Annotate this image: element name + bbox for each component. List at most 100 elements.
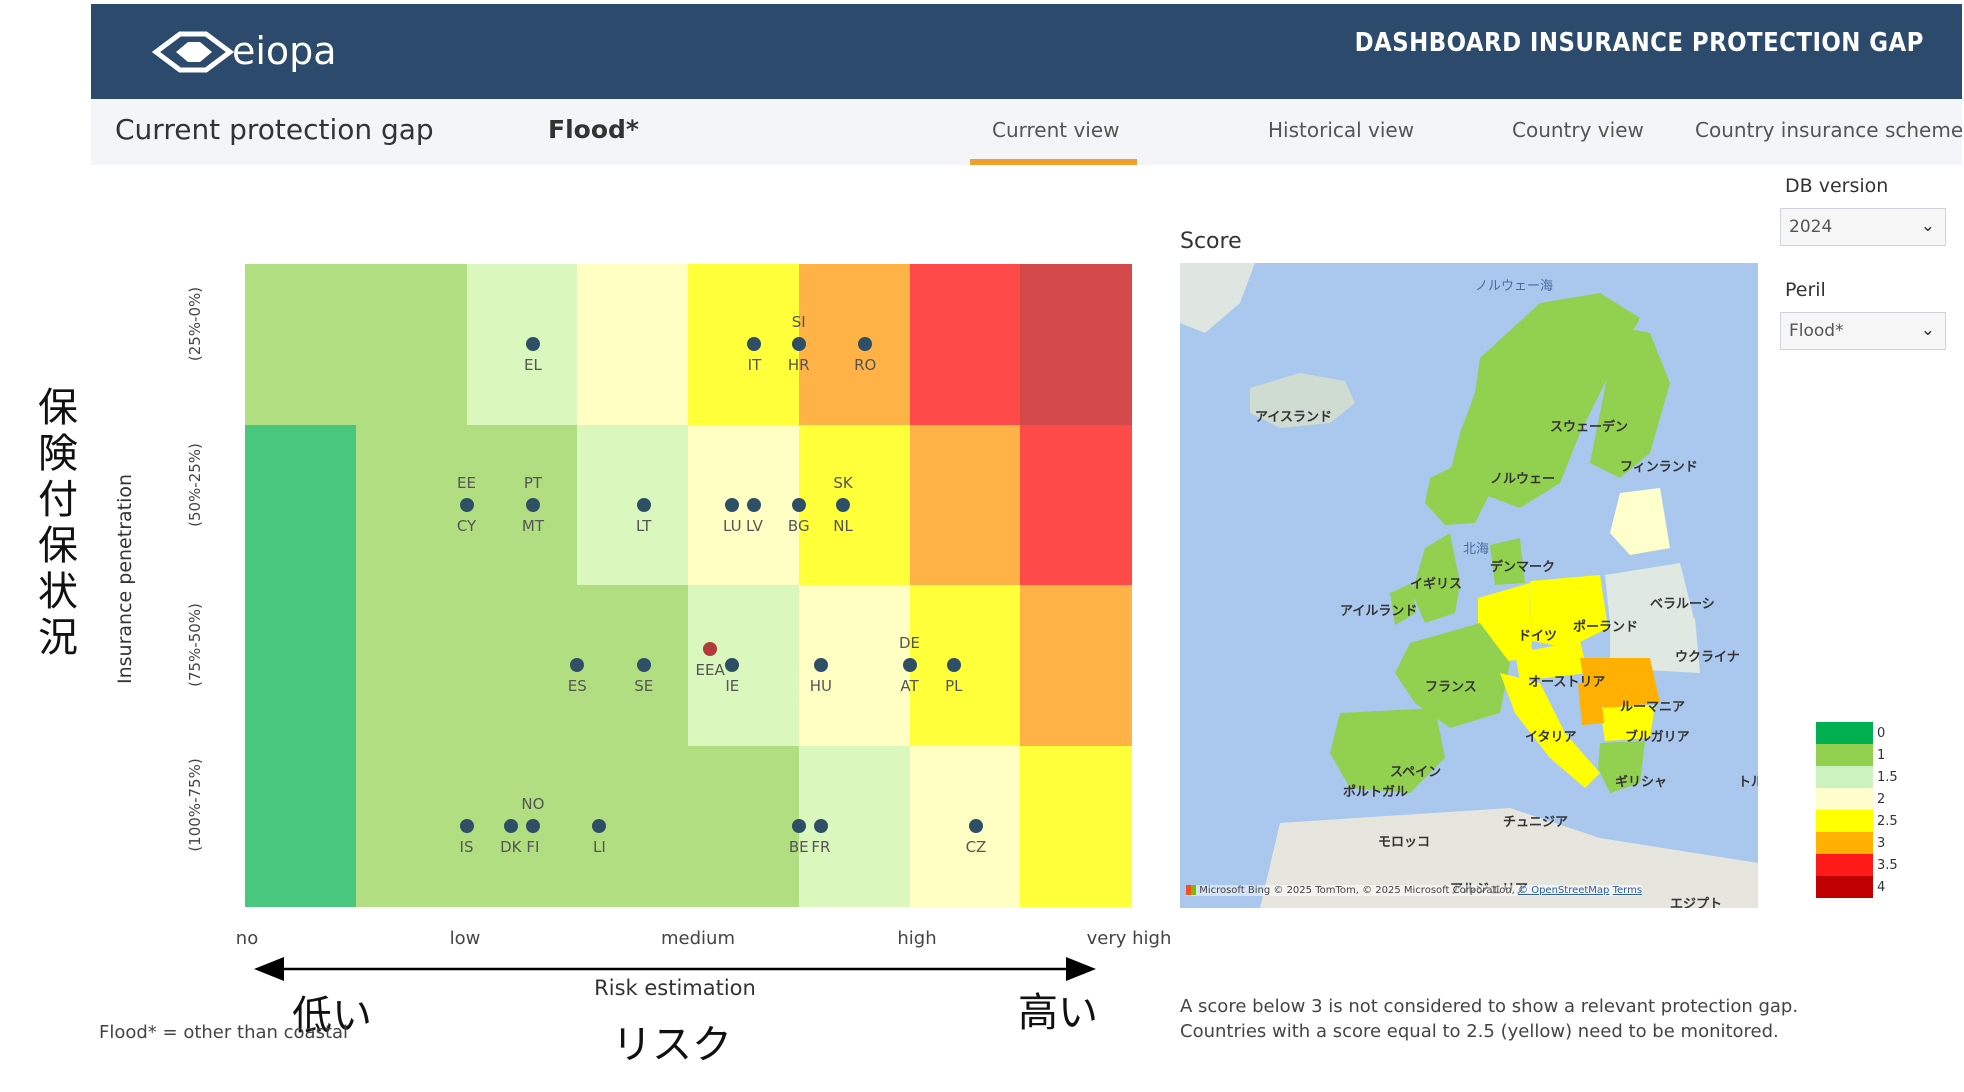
map-title: Score [1180,229,1242,254]
country-point[interactable] [747,497,762,512]
country-point[interactable] [525,818,540,833]
x-tick-label: no [235,928,259,949]
country-point[interactable] [592,818,607,833]
country-point[interactable] [725,658,740,673]
map-label: ベラルーシ [1650,597,1715,612]
peril-title: Flood* [548,115,639,144]
country-label: HU [809,677,833,696]
flood-footnote: Flood* = other than coastal [99,1022,349,1043]
map-label: ルーマニア [1620,700,1686,715]
map-label: チュニジア [1503,815,1569,830]
row-label: (75%-50%) [186,603,204,687]
country-point[interactable] [570,658,585,673]
map-label: スペイン [1390,765,1442,780]
peril-select[interactable]: Flood* ⌄ [1780,312,1946,350]
country-label: FI [526,837,540,856]
country-point[interactable] [968,818,983,833]
heatmap-cell [245,424,357,586]
y-axis-label: Insurance penetration [114,473,136,684]
country-label: ES [567,677,587,696]
osm-link[interactable]: © OpenStreetMap [1518,885,1610,896]
country-point[interactable] [725,497,740,512]
heatmap-cell [798,264,910,425]
row-label: (100%-75%) [186,758,204,852]
heatmap-cell [355,585,467,746]
map-label: イギリス [1410,577,1463,592]
tab-historical-view[interactable]: Historical view [1268,118,1415,142]
legend-label: 4 [1877,880,1886,895]
country-point[interactable] [636,497,651,512]
country-point[interactable] [459,818,474,833]
map-label: ポーランド [1573,620,1639,635]
map-label: ブルガリア [1625,730,1690,745]
country-point[interactable] [525,337,540,352]
heatmap-cell [577,585,689,746]
heatmap-cell [909,264,1021,425]
country-point[interactable] [459,497,474,512]
tab-current-view[interactable]: Current view [992,118,1120,142]
map-label: 北海 [1463,542,1490,557]
low-annotation: 低い [292,993,372,1039]
country-point[interactable] [836,497,851,512]
terms-link[interactable]: Terms [1612,885,1643,896]
heatmap-cell [909,745,1021,907]
chevron-down-icon: ⌄ [1920,320,1935,340]
heatmap-cell [466,745,578,907]
country-point[interactable] [791,337,806,352]
chevron-down-icon: ⌄ [1920,216,1935,236]
country-label: IT [747,356,762,375]
row-label: (25%-0%) [186,286,204,362]
country-point[interactable] [813,658,828,673]
heatmap-cell [688,424,800,586]
country-label: BG [787,516,810,535]
country-point[interactable] [503,818,518,833]
country-point[interactable] [791,818,806,833]
heatmap-cell [688,264,800,425]
logo-text: eiopa [232,29,337,73]
map-label: ギリシャ [1615,775,1668,790]
heatmap-cell [355,424,467,586]
country-label: LI [593,837,606,856]
heatmap-cell [1020,585,1132,746]
country-label: DK [500,837,522,856]
map-label: モロッコ [1378,835,1431,850]
risk-arrow [254,957,1096,981]
heatmap-cell [466,585,578,746]
country-label: AT [900,677,919,696]
country-point[interactable] [813,818,828,833]
map-label: オーストリア [1528,675,1606,690]
tab-country-insurance-scheme[interactable]: Country insurance scheme [1695,118,1964,142]
country-label: EE [457,473,476,492]
heatmap-cell [1020,264,1132,425]
country-label: RO [854,356,877,375]
eiopa-logo: eiopa [150,22,360,80]
tab-country-view[interactable]: Country view [1512,118,1644,142]
country-point[interactable] [703,642,718,657]
legend-label: 2 [1877,792,1886,807]
country-point[interactable] [791,497,806,512]
bing-icon [1186,885,1196,895]
map-label: ウクライナ [1675,650,1740,665]
nav-bar [91,99,1962,165]
legend-label: 0 [1877,726,1886,741]
europe-score-map[interactable]: ノルウェー海 アイスランド スウェーデン フィンランド ノルウェー 北海 デンマ… [1180,263,1758,908]
country-point[interactable] [902,658,917,673]
x-tick-label: very high [1086,928,1172,949]
country-point[interactable] [747,337,762,352]
country-point[interactable] [525,497,540,512]
heatmap-cell [466,264,578,425]
legend-label: 1 [1877,748,1886,763]
legend-label: 2.5 [1877,814,1898,829]
country-label: MT [521,516,544,535]
heatmap-cell [355,745,467,907]
map-attribution: Microsoft Bing © 2025 TomTom, © 2025 Mic… [1186,885,1643,896]
country-label: BE [788,837,809,856]
country-point[interactable] [858,337,873,352]
country-point[interactable] [636,658,651,673]
x-axis-label: Risk estimation [594,976,756,1000]
country-point[interactable] [946,658,961,673]
legend-swatch [1816,854,1873,876]
country-label: EEA [695,661,725,680]
db-version-select[interactable]: 2024 ⌄ [1780,208,1946,246]
legend-swatch [1816,832,1873,854]
